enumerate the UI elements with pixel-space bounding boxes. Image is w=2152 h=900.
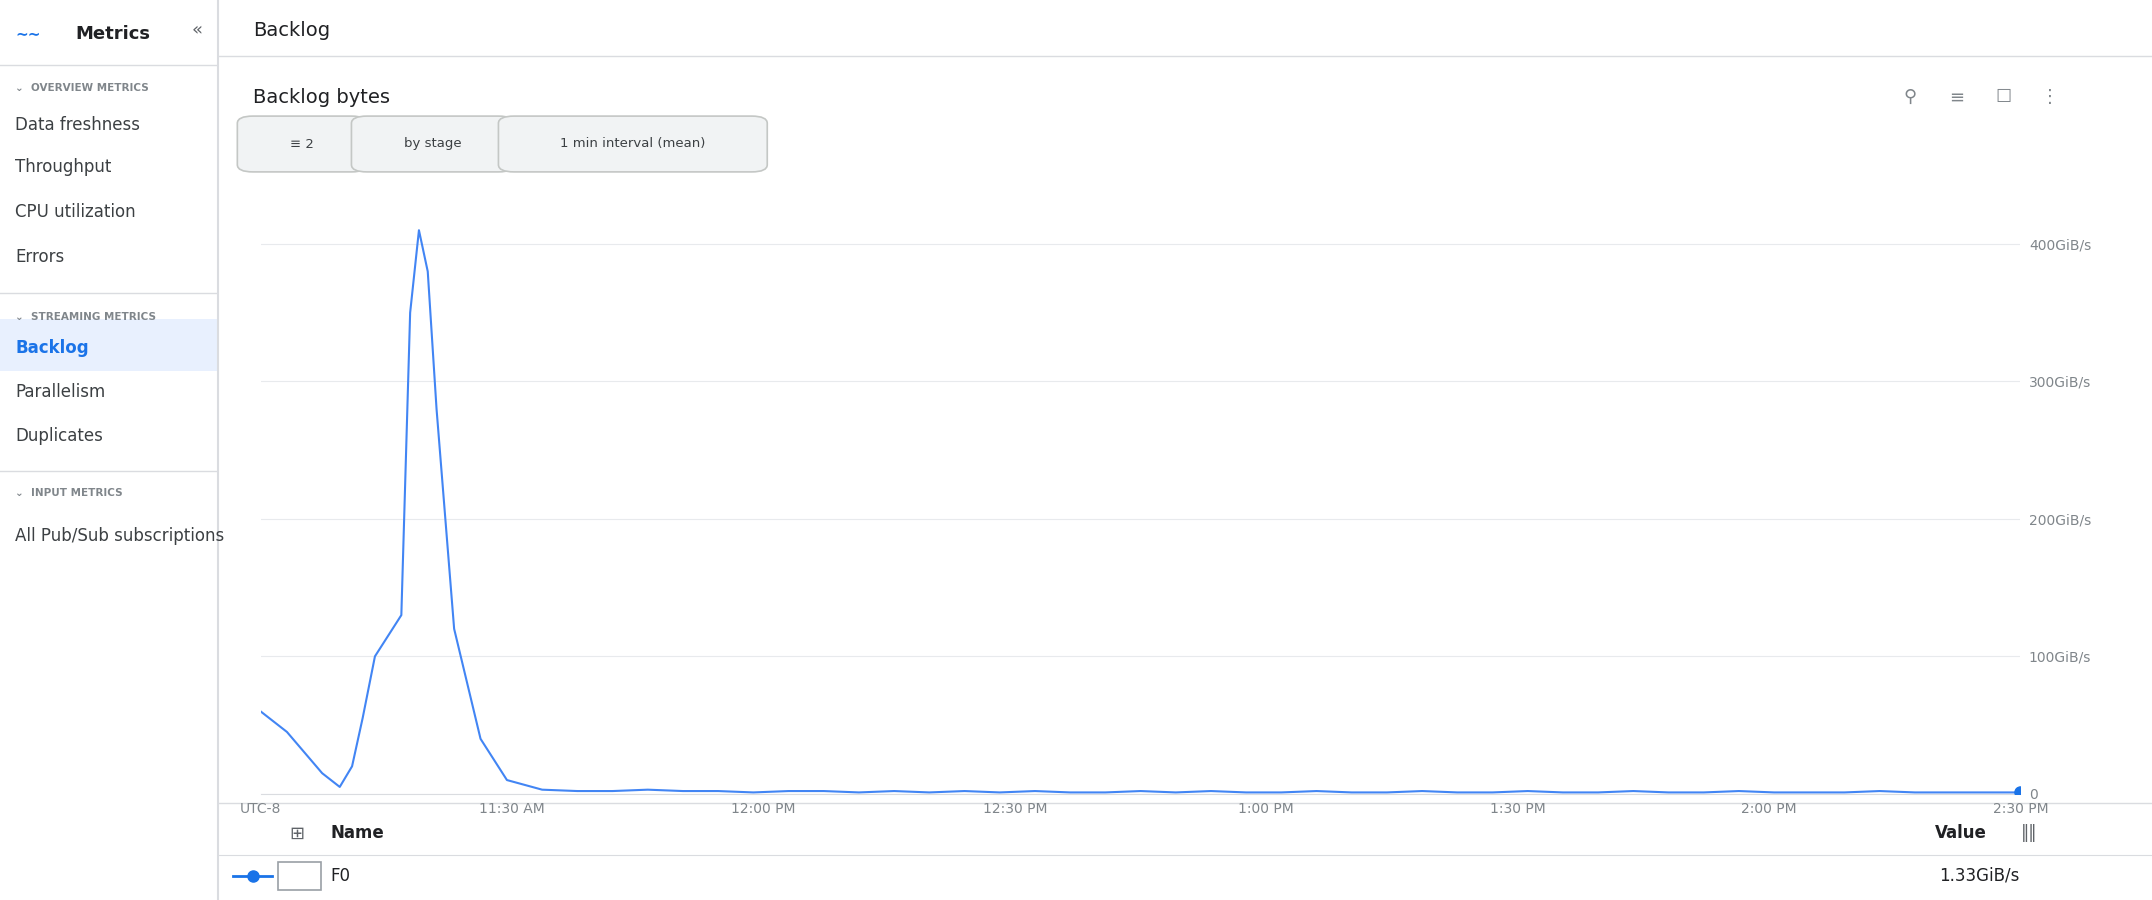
Text: Duplicates: Duplicates [15, 427, 103, 445]
Text: CPU utilization: CPU utilization [15, 203, 136, 221]
Text: Name: Name [329, 824, 383, 842]
Text: F0: F0 [329, 867, 351, 885]
Text: ⋮: ⋮ [2040, 88, 2059, 106]
Text: ∼∼: ∼∼ [15, 27, 41, 41]
Text: ⚲: ⚲ [1905, 88, 1917, 106]
Text: ⌄  OVERVIEW METRICS: ⌄ OVERVIEW METRICS [15, 83, 148, 94]
Text: Data freshness: Data freshness [15, 116, 140, 134]
Text: 1 min interval (mean): 1 min interval (mean) [560, 138, 706, 150]
Text: Backlog: Backlog [15, 339, 88, 357]
Text: Backlog bytes: Backlog bytes [252, 87, 390, 107]
Text: Parallelism: Parallelism [15, 382, 105, 400]
Text: ⌄  STREAMING METRICS: ⌄ STREAMING METRICS [15, 311, 157, 322]
Text: ‖‖: ‖‖ [2021, 824, 2038, 842]
Text: 1.33GiB/s: 1.33GiB/s [1939, 867, 2019, 885]
FancyBboxPatch shape [351, 116, 514, 172]
FancyBboxPatch shape [499, 116, 768, 172]
FancyBboxPatch shape [0, 319, 217, 371]
Text: ≡ 2: ≡ 2 [291, 138, 314, 150]
Text: by stage: by stage [405, 138, 461, 150]
Text: «: « [192, 22, 202, 40]
Text: ⌄  INPUT METRICS: ⌄ INPUT METRICS [15, 488, 123, 499]
Text: All Pub/Sub subscriptions: All Pub/Sub subscriptions [15, 527, 224, 545]
Text: Backlog: Backlog [252, 21, 329, 40]
Text: Value: Value [1935, 824, 1986, 842]
Text: Errors: Errors [15, 248, 65, 266]
Text: Throughput: Throughput [15, 158, 112, 176]
Text: Metrics: Metrics [75, 25, 151, 43]
FancyBboxPatch shape [237, 116, 368, 172]
Text: ☐: ☐ [1995, 88, 2012, 106]
Text: ⊞: ⊞ [291, 824, 306, 842]
FancyBboxPatch shape [278, 862, 321, 890]
Text: ≡: ≡ [1950, 88, 1965, 106]
